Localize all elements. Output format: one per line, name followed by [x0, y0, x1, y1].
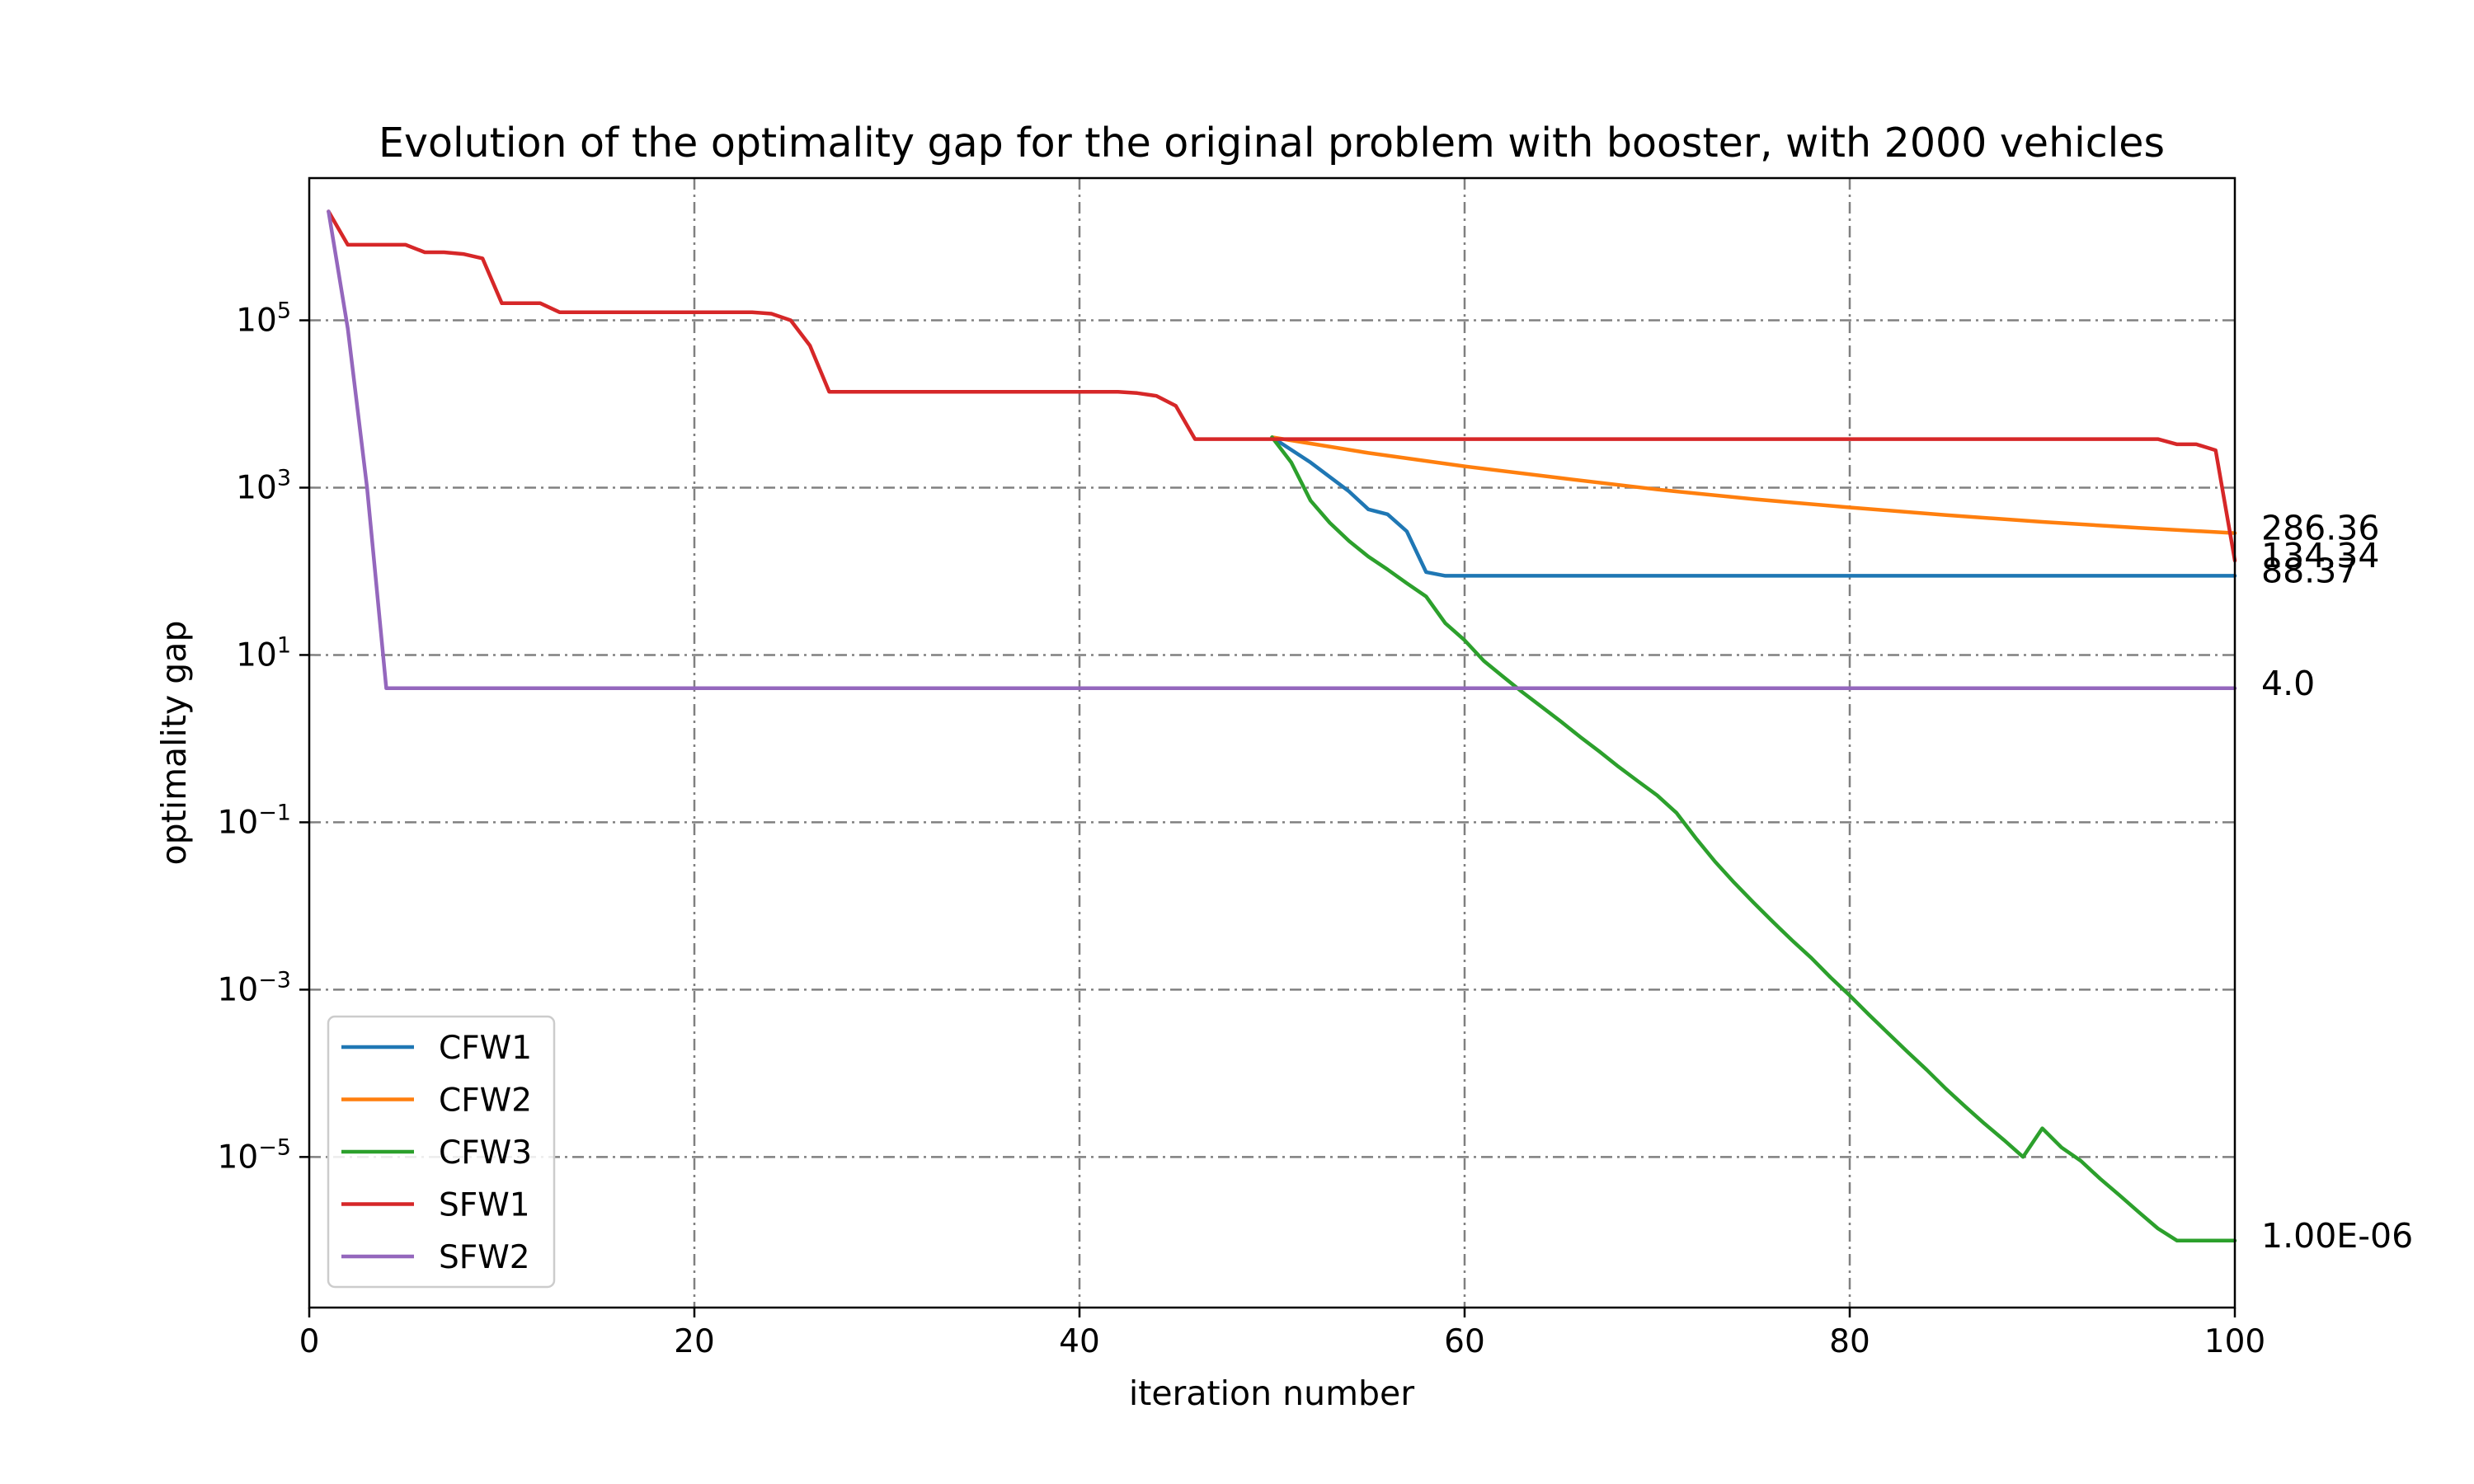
legend-items: CFW1 CFW2 CFW3 SFW1 SFW2	[341, 1030, 532, 1276]
end-value-label: 286.36	[2261, 509, 2379, 548]
end-value-label: 134.34	[2261, 536, 2379, 575]
plot-frame	[308, 176, 2236, 1309]
x-tick-label: 100	[2204, 1323, 2265, 1360]
x-tick-label: 40	[1059, 1323, 1100, 1360]
y-tick-label: 10−3	[218, 967, 291, 1008]
end-value-label: 88.37	[2261, 551, 2358, 590]
x-tick-label: 20	[674, 1323, 715, 1360]
grid-layer	[309, 178, 2235, 1308]
end-value-label: 1.00E-06	[2261, 1216, 2413, 1256]
end-value-label: 4.0	[2261, 664, 2315, 703]
chart-title: Evolution of the optimality gap for the …	[379, 120, 2165, 167]
series-line-cfw3	[1270, 435, 2237, 1243]
series-line-sfw2	[327, 209, 2237, 691]
y-tick-label: 101	[236, 632, 291, 674]
x-axis-ticks: 0 20 40 60 80 100	[299, 1308, 2265, 1360]
y-tick-label: 10−5	[218, 1134, 291, 1176]
series-line-cfw1	[1270, 435, 2237, 578]
y-tick-label: 10−1	[218, 800, 291, 841]
x-axis-label: iteration number	[1129, 1374, 1414, 1413]
series-line-cfw2	[1270, 435, 2237, 535]
y-axis-ticks: 105 103 101 10−1 10−3 10−5	[218, 298, 309, 1176]
y-tick-label: 105	[236, 298, 291, 340]
series-line-sfw1	[327, 209, 2237, 563]
x-tick-label: 60	[1444, 1323, 1485, 1360]
series-layer	[327, 209, 2237, 1243]
x-tick-label: 0	[299, 1323, 320, 1360]
y-tick-label: 103	[236, 465, 291, 506]
legend: CFW1 CFW2 CFW3 SFW1 SFW2	[327, 1015, 556, 1289]
legend-box	[327, 1015, 556, 1289]
legend-label-cfw3: CFW3	[439, 1134, 532, 1172]
y-axis-label: optimality gap	[154, 621, 194, 866]
legend-label-cfw2: CFW2	[439, 1082, 532, 1120]
legend-label-sfw2: SFW2	[439, 1239, 530, 1276]
legend-label-sfw1: SFW1	[439, 1187, 530, 1224]
x-tick-label: 80	[1829, 1323, 1870, 1360]
legend-label-cfw1: CFW1	[439, 1030, 532, 1067]
